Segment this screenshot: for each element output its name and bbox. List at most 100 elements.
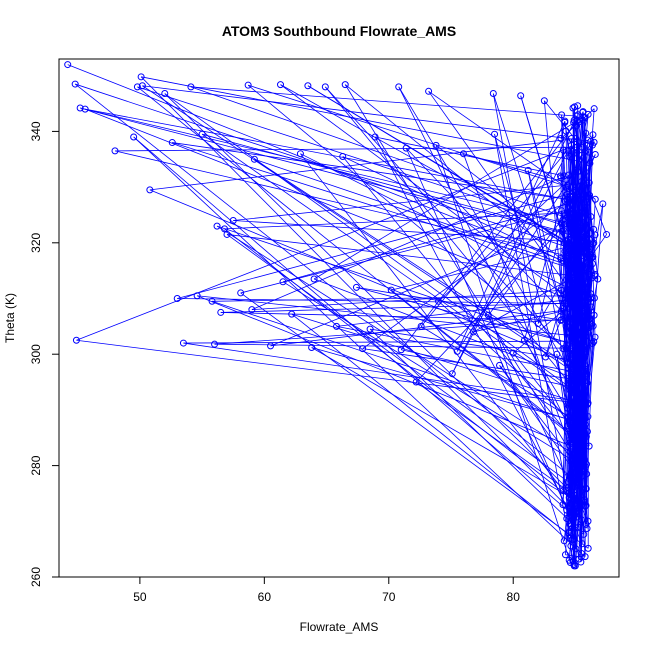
series-segment	[282, 197, 589, 283]
series-segment	[391, 242, 586, 291]
data-point	[574, 523, 582, 531]
data-point	[561, 247, 569, 255]
data-point	[587, 137, 595, 145]
data-point	[567, 542, 575, 550]
data-point	[561, 118, 569, 126]
series-segment	[133, 136, 582, 554]
data-point	[581, 502, 589, 510]
data-point	[590, 105, 598, 113]
data-point	[564, 404, 572, 412]
series-segment	[240, 207, 576, 294]
data-point	[581, 553, 589, 561]
series-segment	[435, 145, 571, 563]
x-axis-label: Flowrate_AMS	[300, 620, 379, 634]
data-point	[520, 336, 528, 344]
series-segment	[463, 153, 584, 188]
data-point	[570, 560, 578, 568]
data-point	[584, 299, 592, 307]
data-point	[583, 470, 591, 478]
data-point	[572, 135, 580, 143]
data-point	[572, 545, 580, 553]
series-segment	[84, 108, 569, 300]
data-point	[575, 509, 583, 517]
data-point	[540, 97, 548, 105]
series-points	[64, 61, 611, 570]
data-point	[574, 102, 582, 110]
series-segment	[405, 147, 583, 544]
data-point	[579, 116, 587, 124]
series-segment	[342, 156, 564, 262]
data-point	[580, 496, 588, 504]
series-segment	[201, 133, 573, 393]
series-segment	[220, 312, 561, 321]
data-point	[387, 286, 395, 294]
series-segment	[172, 142, 595, 277]
data-point	[564, 235, 572, 243]
data-point	[580, 343, 588, 351]
data-point	[578, 267, 586, 275]
data-point	[76, 104, 84, 112]
data-point	[590, 311, 598, 319]
data-point	[571, 451, 579, 459]
data-point	[574, 168, 582, 176]
data-point	[574, 349, 582, 357]
data-point	[569, 460, 577, 468]
series-segment	[313, 116, 585, 280]
data-point	[558, 316, 566, 324]
series-segment	[473, 274, 578, 333]
data-point	[582, 236, 590, 244]
data-point	[570, 536, 578, 544]
data-point	[130, 133, 138, 141]
data-point	[581, 278, 589, 286]
data-point	[570, 400, 578, 408]
series-segment	[183, 342, 582, 403]
series-segment	[344, 84, 561, 259]
data-point	[581, 350, 589, 358]
data-point	[564, 487, 572, 495]
y-tick-label: 320	[29, 232, 43, 252]
data-point	[594, 275, 602, 283]
data-point	[571, 361, 579, 369]
data-point	[571, 249, 579, 257]
data-point	[587, 293, 595, 301]
data-point	[571, 287, 579, 295]
data-point	[578, 240, 586, 248]
data-point	[585, 250, 593, 258]
data-point	[425, 87, 433, 95]
data-point	[208, 297, 216, 305]
data-point	[146, 186, 154, 194]
data-point	[577, 484, 585, 492]
series-segment	[562, 220, 585, 451]
data-point	[571, 204, 579, 212]
data-point	[564, 359, 572, 367]
data-point	[572, 461, 580, 469]
series-segment	[183, 340, 577, 344]
chart-title: ATOM3 Southbound Flowrate_AMS	[222, 23, 456, 39]
data-point	[578, 501, 586, 509]
data-point	[187, 83, 195, 91]
data-point	[559, 487, 567, 495]
data-point	[534, 320, 542, 328]
data-point	[571, 300, 579, 308]
data-point	[581, 332, 589, 340]
data-point	[577, 558, 585, 566]
data-point	[569, 516, 577, 524]
series-segment	[254, 158, 586, 377]
data-point	[582, 362, 590, 370]
series-segment	[202, 133, 563, 232]
data-point	[579, 108, 587, 116]
data-point	[571, 284, 579, 292]
series-segment	[226, 234, 569, 483]
series-segment	[137, 86, 576, 440]
data-point	[229, 217, 237, 225]
series-segment	[567, 151, 572, 219]
data-point	[562, 322, 570, 330]
data-point	[81, 105, 89, 113]
data-point	[577, 191, 585, 199]
data-point	[564, 147, 572, 155]
data-point	[402, 144, 410, 152]
data-point	[573, 190, 581, 198]
data-point	[573, 328, 581, 336]
